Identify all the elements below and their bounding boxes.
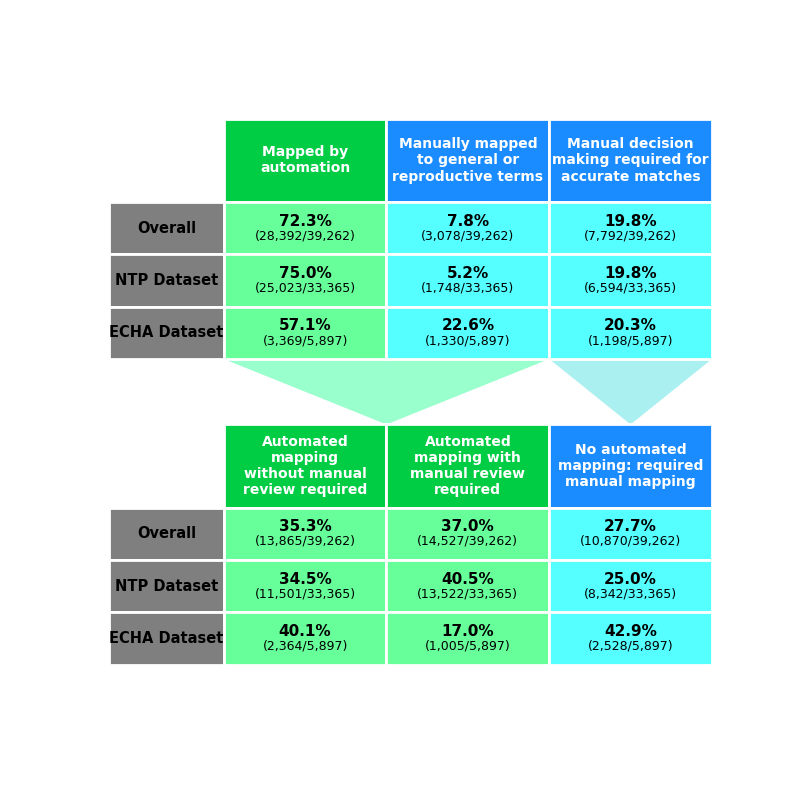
Text: (3,369/5,897): (3,369/5,897) bbox=[262, 334, 347, 347]
Text: (14,527/39,262): (14,527/39,262) bbox=[417, 535, 518, 548]
Text: Mapped by
automation: Mapped by automation bbox=[260, 145, 350, 176]
Text: 37.0%: 37.0% bbox=[441, 519, 494, 535]
Text: ECHA Dataset: ECHA Dataset bbox=[109, 326, 224, 340]
Text: (13,522/33,365): (13,522/33,365) bbox=[417, 587, 518, 600]
Text: 19.8%: 19.8% bbox=[604, 266, 657, 281]
Text: (13,865/39,262): (13,865/39,262) bbox=[254, 535, 356, 548]
FancyBboxPatch shape bbox=[109, 202, 224, 254]
Text: (7,792/39,262): (7,792/39,262) bbox=[584, 229, 677, 242]
Text: (28,392/39,262): (28,392/39,262) bbox=[254, 229, 356, 242]
Text: (1,748/33,365): (1,748/33,365) bbox=[421, 282, 514, 295]
Text: No automated
mapping: required
manual mapping: No automated mapping: required manual ma… bbox=[558, 443, 703, 489]
Text: (2,528/5,897): (2,528/5,897) bbox=[588, 640, 673, 653]
FancyBboxPatch shape bbox=[386, 612, 549, 665]
FancyBboxPatch shape bbox=[109, 254, 224, 307]
Text: (1,005/5,897): (1,005/5,897) bbox=[425, 640, 510, 653]
Text: 7.8%: 7.8% bbox=[447, 214, 489, 228]
FancyBboxPatch shape bbox=[109, 508, 224, 560]
FancyBboxPatch shape bbox=[224, 119, 386, 202]
Text: (6,594/33,365): (6,594/33,365) bbox=[584, 282, 677, 295]
Text: Overall: Overall bbox=[137, 220, 196, 236]
Text: (10,870/39,262): (10,870/39,262) bbox=[580, 535, 681, 548]
Text: Automated
mapping
without manual
review required: Automated mapping without manual review … bbox=[243, 435, 367, 497]
FancyBboxPatch shape bbox=[386, 560, 549, 612]
FancyBboxPatch shape bbox=[224, 560, 386, 612]
Polygon shape bbox=[224, 359, 549, 424]
Text: 22.6%: 22.6% bbox=[441, 318, 494, 334]
FancyBboxPatch shape bbox=[549, 424, 712, 508]
Text: (8,342/33,365): (8,342/33,365) bbox=[584, 587, 677, 600]
Text: (3,078/39,262): (3,078/39,262) bbox=[421, 229, 514, 242]
Text: 57.1%: 57.1% bbox=[279, 318, 331, 334]
Text: 19.8%: 19.8% bbox=[604, 214, 657, 228]
FancyBboxPatch shape bbox=[386, 119, 549, 202]
Text: 17.0%: 17.0% bbox=[441, 624, 494, 639]
FancyBboxPatch shape bbox=[224, 612, 386, 665]
FancyBboxPatch shape bbox=[109, 307, 224, 359]
FancyBboxPatch shape bbox=[386, 202, 549, 254]
FancyBboxPatch shape bbox=[549, 202, 712, 254]
FancyBboxPatch shape bbox=[386, 424, 549, 508]
FancyBboxPatch shape bbox=[386, 254, 549, 307]
Text: (1,330/5,897): (1,330/5,897) bbox=[425, 334, 510, 347]
Text: 27.7%: 27.7% bbox=[604, 519, 657, 535]
Text: (2,364/5,897): (2,364/5,897) bbox=[262, 640, 347, 653]
Text: 40.1%: 40.1% bbox=[279, 624, 331, 639]
Text: 5.2%: 5.2% bbox=[446, 266, 489, 281]
Text: Manual decision
making required for
accurate matches: Manual decision making required for accu… bbox=[552, 137, 709, 184]
Text: 25.0%: 25.0% bbox=[604, 572, 657, 586]
Text: 20.3%: 20.3% bbox=[604, 318, 657, 334]
FancyBboxPatch shape bbox=[224, 424, 386, 508]
FancyBboxPatch shape bbox=[109, 560, 224, 612]
Text: 35.3%: 35.3% bbox=[279, 519, 331, 535]
Text: Overall: Overall bbox=[137, 526, 196, 541]
Text: NTP Dataset: NTP Dataset bbox=[115, 578, 218, 594]
Text: Manually mapped
to general or
reproductive terms: Manually mapped to general or reproducti… bbox=[392, 137, 544, 184]
FancyBboxPatch shape bbox=[386, 307, 549, 359]
FancyBboxPatch shape bbox=[549, 254, 712, 307]
Text: (25,023/33,365): (25,023/33,365) bbox=[254, 282, 356, 295]
Text: (1,198/5,897): (1,198/5,897) bbox=[588, 334, 673, 347]
Text: 34.5%: 34.5% bbox=[279, 572, 331, 586]
FancyBboxPatch shape bbox=[549, 307, 712, 359]
FancyBboxPatch shape bbox=[549, 119, 712, 202]
FancyBboxPatch shape bbox=[549, 612, 712, 665]
Text: 42.9%: 42.9% bbox=[604, 624, 657, 639]
FancyBboxPatch shape bbox=[224, 307, 386, 359]
FancyBboxPatch shape bbox=[224, 254, 386, 307]
Text: Automated
mapping with
manual review
required: Automated mapping with manual review req… bbox=[411, 435, 526, 497]
FancyBboxPatch shape bbox=[386, 508, 549, 560]
Text: NTP Dataset: NTP Dataset bbox=[115, 273, 218, 288]
FancyBboxPatch shape bbox=[549, 560, 712, 612]
FancyBboxPatch shape bbox=[224, 508, 386, 560]
FancyBboxPatch shape bbox=[109, 612, 224, 665]
FancyBboxPatch shape bbox=[224, 202, 386, 254]
Text: 40.5%: 40.5% bbox=[441, 572, 494, 586]
Text: 72.3%: 72.3% bbox=[279, 214, 331, 228]
Text: (11,501/33,365): (11,501/33,365) bbox=[254, 587, 356, 600]
Text: 75.0%: 75.0% bbox=[279, 266, 331, 281]
Polygon shape bbox=[549, 359, 712, 424]
FancyBboxPatch shape bbox=[549, 508, 712, 560]
Text: ECHA Dataset: ECHA Dataset bbox=[109, 631, 224, 646]
